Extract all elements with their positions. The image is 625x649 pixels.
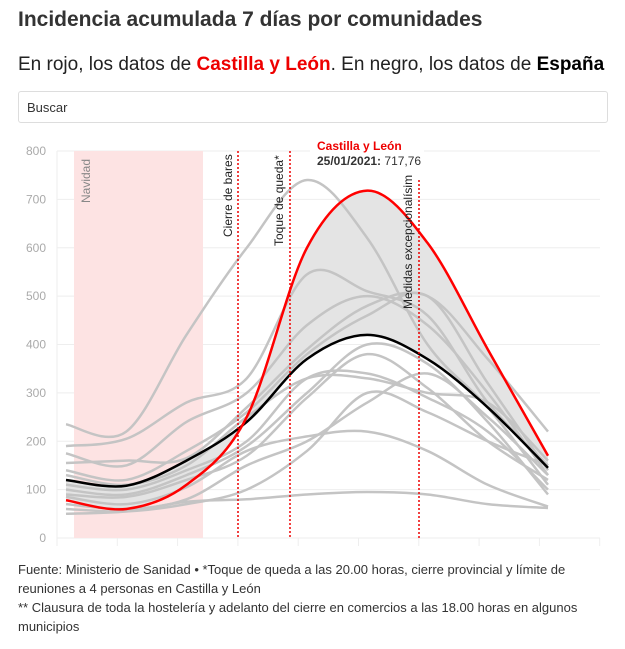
footer: Fuente: Ministerio de Sanidad • *Toque d… (18, 560, 608, 636)
page-title: Incidencia acumulada 7 días por comunida… (18, 8, 483, 31)
y-tick-label: 500 (26, 289, 46, 303)
subtitle-red: Castilla y León (196, 54, 331, 75)
y-tick-label: 800 (26, 144, 46, 158)
subtitle: En rojo, los datos de Castilla y León. E… (18, 54, 604, 76)
series-line (65, 369, 549, 492)
search-input[interactable]: Buscar (18, 91, 608, 123)
subtitle-black: España (536, 54, 605, 75)
series-line (65, 352, 549, 499)
series-line (65, 490, 549, 516)
y-tick-label: 200 (26, 434, 46, 448)
footer-note: ** Clausura de toda la hostelería y adel… (18, 600, 578, 634)
tooltip-value: 717,76 (384, 154, 421, 168)
y-tick-label: 400 (26, 338, 46, 352)
subtitle-text: En rojo, los datos de (18, 54, 197, 75)
y-tick-label: 700 (26, 192, 46, 206)
y-axis: 0 100 200 300 400 500 600 700 800 (26, 144, 46, 545)
series-line (65, 390, 549, 513)
series-line (65, 429, 549, 508)
event-label: Cierre de bares (221, 154, 235, 237)
series-espana (65, 333, 549, 488)
tooltip-date: 25/01/2021: (317, 154, 381, 168)
chart: 0 100 200 300 400 500 600 700 800 Navidad Cierre… (25, 139, 601, 546)
series-line (65, 291, 550, 482)
y-tick-label: 600 (26, 241, 46, 255)
y-tick-label: 100 (26, 483, 46, 497)
band-label: Navidad (79, 159, 93, 203)
series-castilla-y-leon (65, 189, 550, 511)
event-label: Medidas excepcionalísim (401, 175, 415, 309)
series-line (65, 291, 549, 465)
tooltip-value-row: 25/01/2021: 717,76 (317, 154, 421, 168)
event-label: Toque de queda* (272, 155, 286, 246)
subtitle-text: . En negro, los datos de (330, 54, 537, 75)
series-line (65, 268, 549, 467)
series-line (65, 342, 549, 497)
series-line (65, 178, 549, 486)
y-tick-label: 0 (39, 531, 46, 545)
footer-source: Fuente: Ministerio de Sanidad • *Toque d… (18, 562, 566, 596)
y-tick-label: 300 (26, 386, 46, 400)
tooltip-name: Castilla y León (317, 139, 402, 153)
series-line (65, 294, 550, 476)
